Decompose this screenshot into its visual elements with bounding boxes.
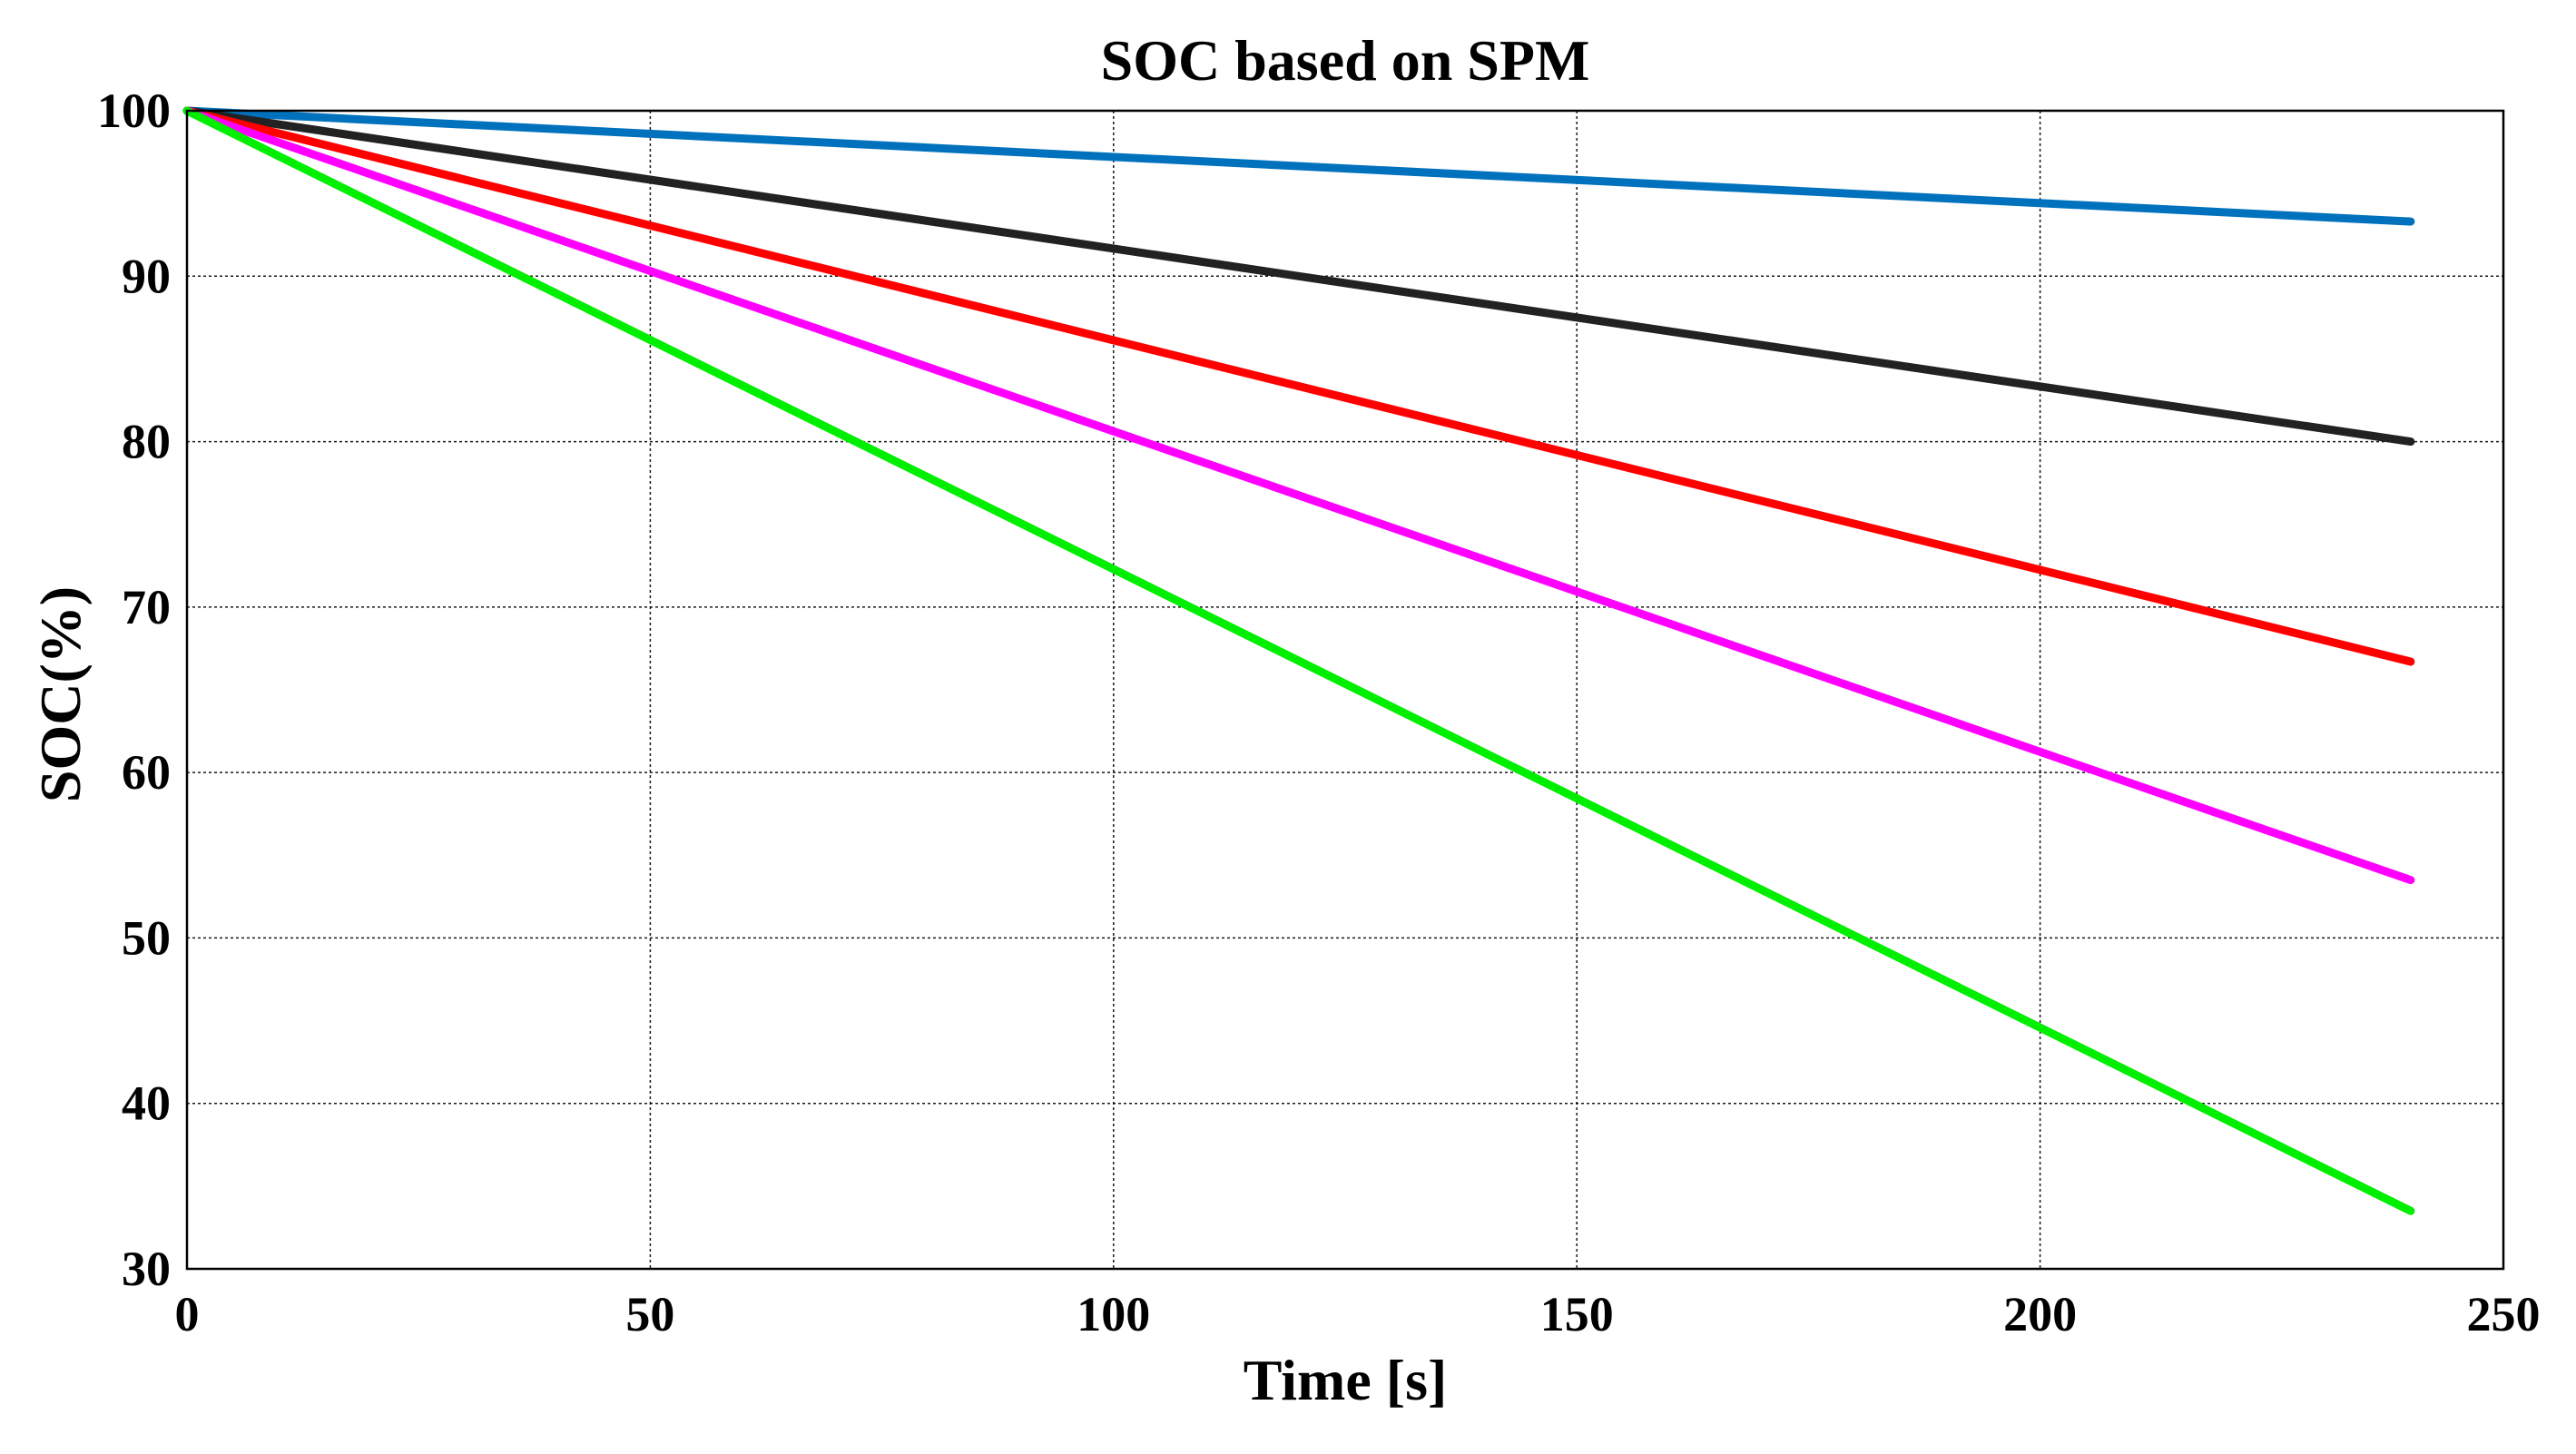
- y-tick-label-70: 70: [122, 580, 171, 634]
- y-tick-label-60: 60: [122, 745, 171, 800]
- y-tick-label-90: 90: [122, 249, 171, 303]
- y-axis-ticks: 30 40 50 60 70 80 90 100: [97, 84, 171, 1296]
- x-tick-label-100: 100: [1077, 1287, 1150, 1341]
- plot-area-border: [185, 109, 2505, 1271]
- y-tick-label-40: 40: [122, 1076, 171, 1131]
- grid: [187, 111, 2503, 1269]
- y-tick-label-30: 30: [122, 1242, 171, 1296]
- series-line-4: [182, 106, 2415, 885]
- y-tick-label-80: 80: [122, 415, 171, 469]
- x-tick-label-50: 50: [625, 1287, 674, 1341]
- x-axis-ticks: 0 50 100 150 200 250: [175, 1287, 2541, 1341]
- y-axis-label: SOC(%): [28, 586, 93, 802]
- x-tick-label-250: 250: [2467, 1287, 2541, 1341]
- y-tick-label-100: 100: [97, 84, 171, 138]
- x-axis-label: Time [s]: [1244, 1348, 1448, 1412]
- x-tick-label-0: 0: [175, 1287, 200, 1341]
- x-tick-label-200: 200: [2003, 1287, 2077, 1341]
- x-tick-label-150: 150: [1540, 1287, 1614, 1341]
- chart-title: SOC based on SPM: [1101, 28, 1590, 93]
- series-line-3: [182, 106, 2415, 666]
- series-lines: [182, 106, 2415, 1215]
- series-line-5: [182, 106, 2415, 1215]
- series-line-1: [182, 106, 2415, 226]
- series-line-2: [182, 106, 2415, 447]
- y-tick-label-50: 50: [122, 910, 171, 965]
